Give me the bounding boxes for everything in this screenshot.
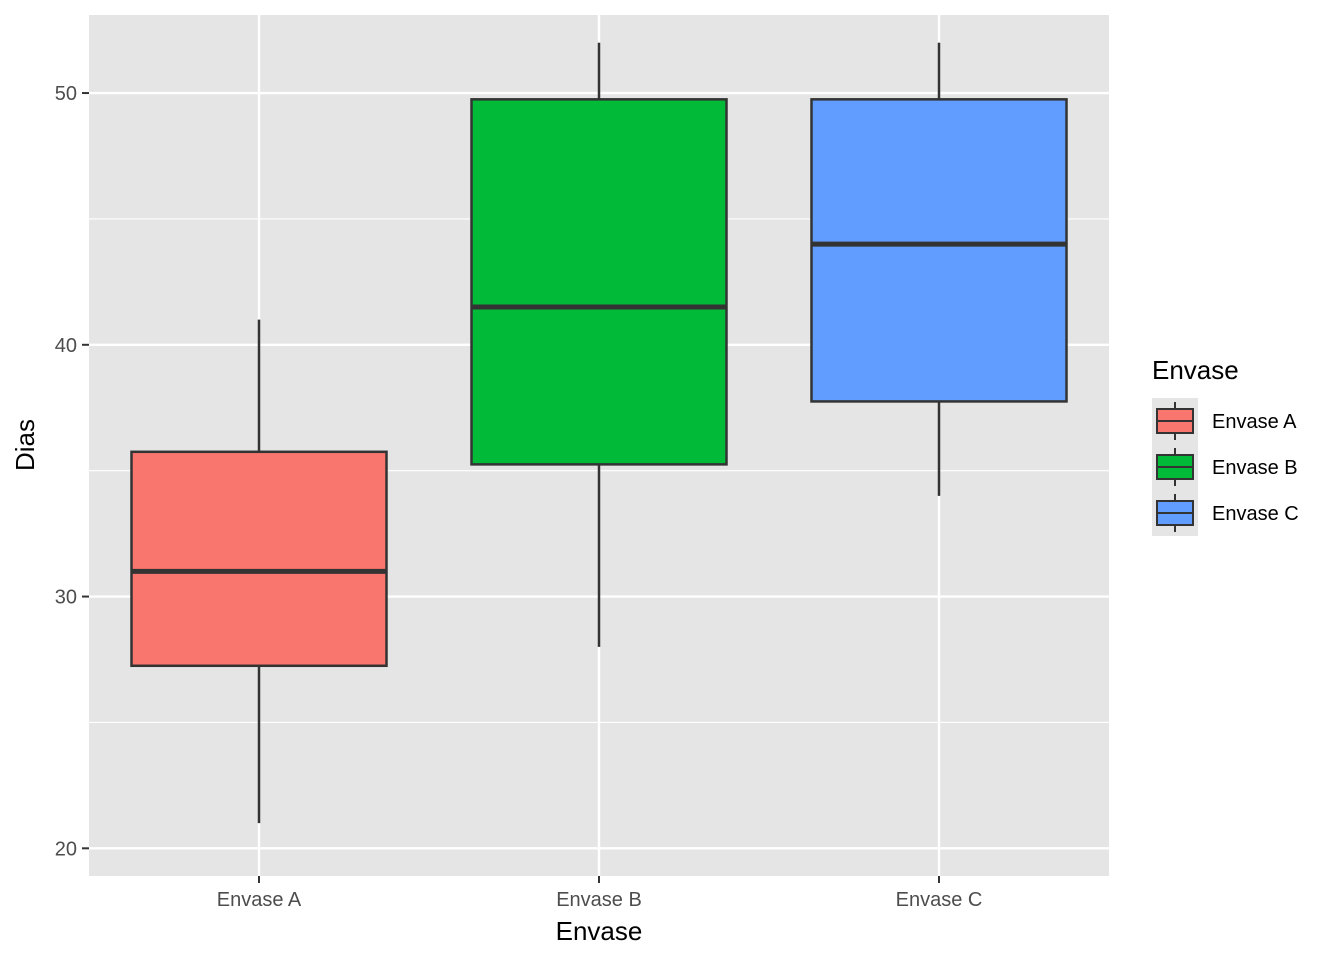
legend-item-envase-a: Envase A <box>1156 402 1297 440</box>
box-series <box>130 42 1068 824</box>
x-tick-label: Envase B <box>556 889 642 911</box>
box-envase-a <box>130 319 388 824</box>
box-envase-b <box>470 42 728 647</box>
legend-item-label: Envase B <box>1212 457 1298 479</box>
box-envase-c <box>810 42 1068 496</box>
y-axis-title: Dias <box>10 419 40 471</box>
box-body <box>810 98 1068 403</box>
box-body <box>470 98 728 466</box>
x-tick-label: Envase C <box>896 889 983 911</box>
x-axis-title: Envase <box>556 916 643 946</box>
y-axis: 20 30 40 50 <box>55 83 89 860</box>
box-body <box>130 450 388 668</box>
legend-item-envase-c: Envase C <box>1156 494 1299 532</box>
legend-title: Envase <box>1152 355 1239 385</box>
y-tick-label: 30 <box>55 587 77 609</box>
y-tick-label: 40 <box>55 335 77 357</box>
x-axis: Envase A Envase B Envase C <box>217 876 983 911</box>
y-tick-label: 20 <box>55 838 77 860</box>
y-tick-label: 50 <box>55 83 77 105</box>
legend: Envase Envase A Envase B Envase C <box>1152 355 1299 536</box>
legend-item-label: Envase C <box>1212 503 1299 525</box>
legend-item-envase-b: Envase B <box>1156 448 1298 486</box>
x-tick-label: Envase A <box>217 889 302 911</box>
legend-item-label: Envase A <box>1212 411 1297 433</box>
